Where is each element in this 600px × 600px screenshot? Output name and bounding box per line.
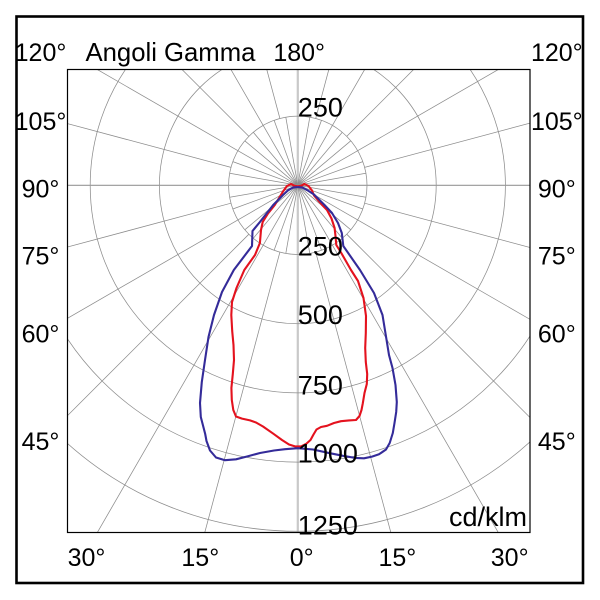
svg-text:500: 500 (298, 300, 343, 330)
svg-text:30°: 30° (68, 544, 106, 572)
svg-text:120°: 120° (531, 39, 583, 67)
svg-text:1250: 1250 (298, 511, 358, 541)
svg-text:75°: 75° (22, 243, 60, 271)
svg-text:60°: 60° (22, 320, 60, 348)
svg-text:15°: 15° (378, 544, 416, 572)
svg-text:90°: 90° (538, 175, 576, 203)
svg-text:180°: 180° (273, 39, 325, 67)
svg-text:120°: 120° (15, 39, 67, 67)
svg-text:45°: 45° (538, 428, 576, 456)
svg-text:1000: 1000 (298, 438, 358, 468)
svg-text:45°: 45° (22, 428, 60, 456)
svg-text:75°: 75° (538, 243, 576, 271)
svg-text:15°: 15° (181, 544, 219, 572)
svg-text:90°: 90° (22, 175, 60, 203)
svg-text:105°: 105° (15, 108, 67, 136)
svg-text:105°: 105° (531, 108, 583, 136)
svg-text:60°: 60° (538, 320, 576, 348)
svg-text:cd/klm: cd/klm (449, 502, 527, 532)
svg-text:750: 750 (298, 370, 343, 400)
svg-text:Angoli Gamma: Angoli Gamma (86, 39, 257, 67)
svg-text:250: 250 (298, 93, 343, 123)
svg-text:0°: 0° (290, 544, 314, 572)
svg-text:30°: 30° (491, 544, 529, 572)
svg-text:250: 250 (298, 231, 343, 261)
